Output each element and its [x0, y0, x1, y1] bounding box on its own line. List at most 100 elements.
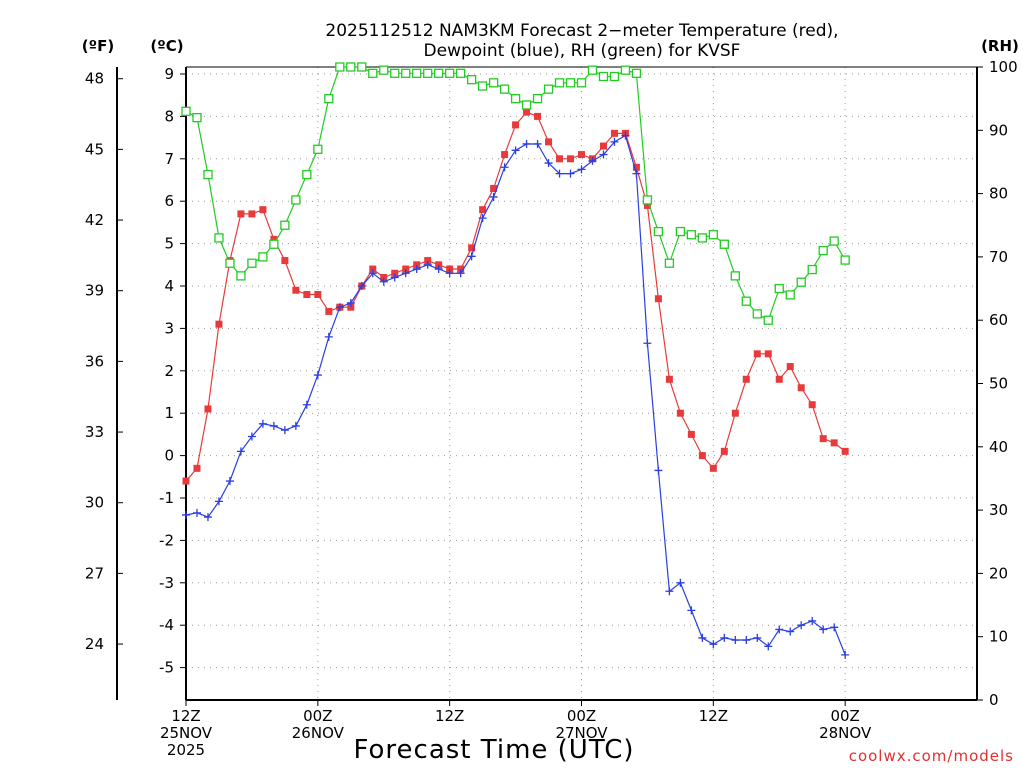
- data-point: [248, 210, 256, 218]
- data-point: [225, 258, 235, 268]
- celsius-tick-label: 2: [164, 362, 174, 380]
- data-point: [423, 68, 433, 78]
- series-line: [185, 66, 846, 322]
- data-point: [346, 298, 355, 307]
- data-point: [796, 277, 806, 287]
- rh-tick-label: 60: [989, 311, 1008, 329]
- data-point: [479, 206, 487, 214]
- celsius-tick-label: -1: [159, 489, 174, 507]
- data-point: [565, 78, 576, 88]
- rh-tick-label: 40: [989, 438, 1008, 456]
- data-point: [709, 640, 718, 649]
- data-point: [401, 68, 411, 78]
- data-point: [567, 155, 575, 163]
- data-point: [534, 112, 542, 120]
- data-point: [368, 269, 377, 278]
- fahrenheit-tick-label: 36: [85, 352, 104, 370]
- fahrenheit-tick-label: 39: [85, 282, 104, 300]
- data-point: [620, 65, 631, 75]
- data-point: [818, 245, 828, 256]
- data-point: [521, 100, 532, 110]
- rh-tick-label: 100: [989, 58, 1018, 76]
- credit-label: coolwx.com/models: [849, 747, 1014, 765]
- axes: 9876543210-1-2-3-4-548454239363330272410…: [85, 58, 1018, 759]
- rh-tick-label: 30: [989, 501, 1008, 519]
- data-point: [632, 163, 640, 171]
- rh-tick-label: 10: [989, 628, 1008, 646]
- data-point: [467, 252, 476, 261]
- chart-title: 2025112512 NAM3KM Forecast 2−meter Tempe…: [325, 21, 838, 61]
- data-point: [664, 258, 675, 268]
- data-point: [698, 452, 706, 460]
- time-tick-label: 12Z: [171, 707, 200, 725]
- data-point: [402, 265, 410, 273]
- data-point: [478, 214, 487, 223]
- fahrenheit-unit-label: (ºF): [82, 37, 114, 55]
- data-point: [720, 633, 729, 642]
- data-point: [697, 233, 707, 243]
- data-point: [237, 210, 245, 218]
- data-point: [785, 290, 795, 300]
- fahrenheit-tick-label: 48: [85, 70, 104, 88]
- data-point: [730, 271, 740, 281]
- data-point: [576, 78, 587, 88]
- data-point: [225, 477, 234, 486]
- data-point: [258, 419, 267, 428]
- data-point: [181, 106, 191, 116]
- data-point: [501, 151, 509, 159]
- data-point: [763, 315, 773, 325]
- celsius-tick-label: -4: [159, 616, 174, 634]
- data-point: [325, 307, 333, 315]
- data-point: [247, 258, 257, 268]
- data-point: [774, 283, 784, 294]
- data-point: [236, 447, 245, 456]
- data-point: [533, 139, 542, 148]
- x-axis-title: Forecast Time (UTC): [353, 735, 634, 765]
- data-point: [698, 633, 707, 642]
- gridlines: [186, 67, 977, 700]
- series-rh: [181, 62, 850, 325]
- data-point: [324, 94, 334, 104]
- data-point: [775, 375, 783, 383]
- data-point: [543, 84, 554, 94]
- celsius-tick-label: 6: [164, 192, 174, 210]
- data-point: [545, 138, 553, 146]
- data-point: [841, 650, 850, 659]
- data-point: [610, 137, 619, 146]
- data-point: [379, 65, 389, 75]
- celsius-tick-label: -2: [159, 531, 174, 549]
- rh-tick-label: 70: [989, 248, 1008, 266]
- series-temperature: [182, 108, 849, 485]
- data-point: [445, 269, 454, 278]
- data-point: [445, 68, 455, 78]
- data-point: [731, 636, 740, 645]
- celsius-tick-label: 9: [164, 65, 174, 83]
- data-point: [391, 269, 399, 277]
- data-point: [269, 239, 279, 249]
- data-point: [270, 235, 278, 243]
- data-point: [686, 230, 697, 240]
- data-point: [654, 466, 663, 475]
- data-point: [379, 277, 388, 286]
- data-point: [499, 84, 510, 94]
- data-point: [280, 426, 289, 435]
- series-dewpoint: [182, 131, 850, 659]
- data-point: [456, 269, 465, 278]
- data-point: [808, 616, 817, 625]
- data-point: [797, 621, 806, 630]
- time-tick-label: 12Z: [435, 707, 464, 725]
- rh-tick-label: 50: [989, 375, 1008, 393]
- data-point: [291, 195, 301, 205]
- data-point: [203, 513, 212, 522]
- data-point: [193, 464, 201, 472]
- data-point: [182, 510, 190, 519]
- time-tick-label: 12Z: [699, 707, 728, 725]
- data-point: [819, 435, 827, 443]
- fahrenheit-tick-label: 27: [85, 564, 104, 582]
- data-point: [390, 273, 399, 282]
- data-point: [247, 432, 256, 441]
- data-point: [466, 75, 477, 85]
- data-point: [369, 265, 377, 273]
- data-point: [457, 265, 465, 273]
- data-point: [752, 309, 762, 319]
